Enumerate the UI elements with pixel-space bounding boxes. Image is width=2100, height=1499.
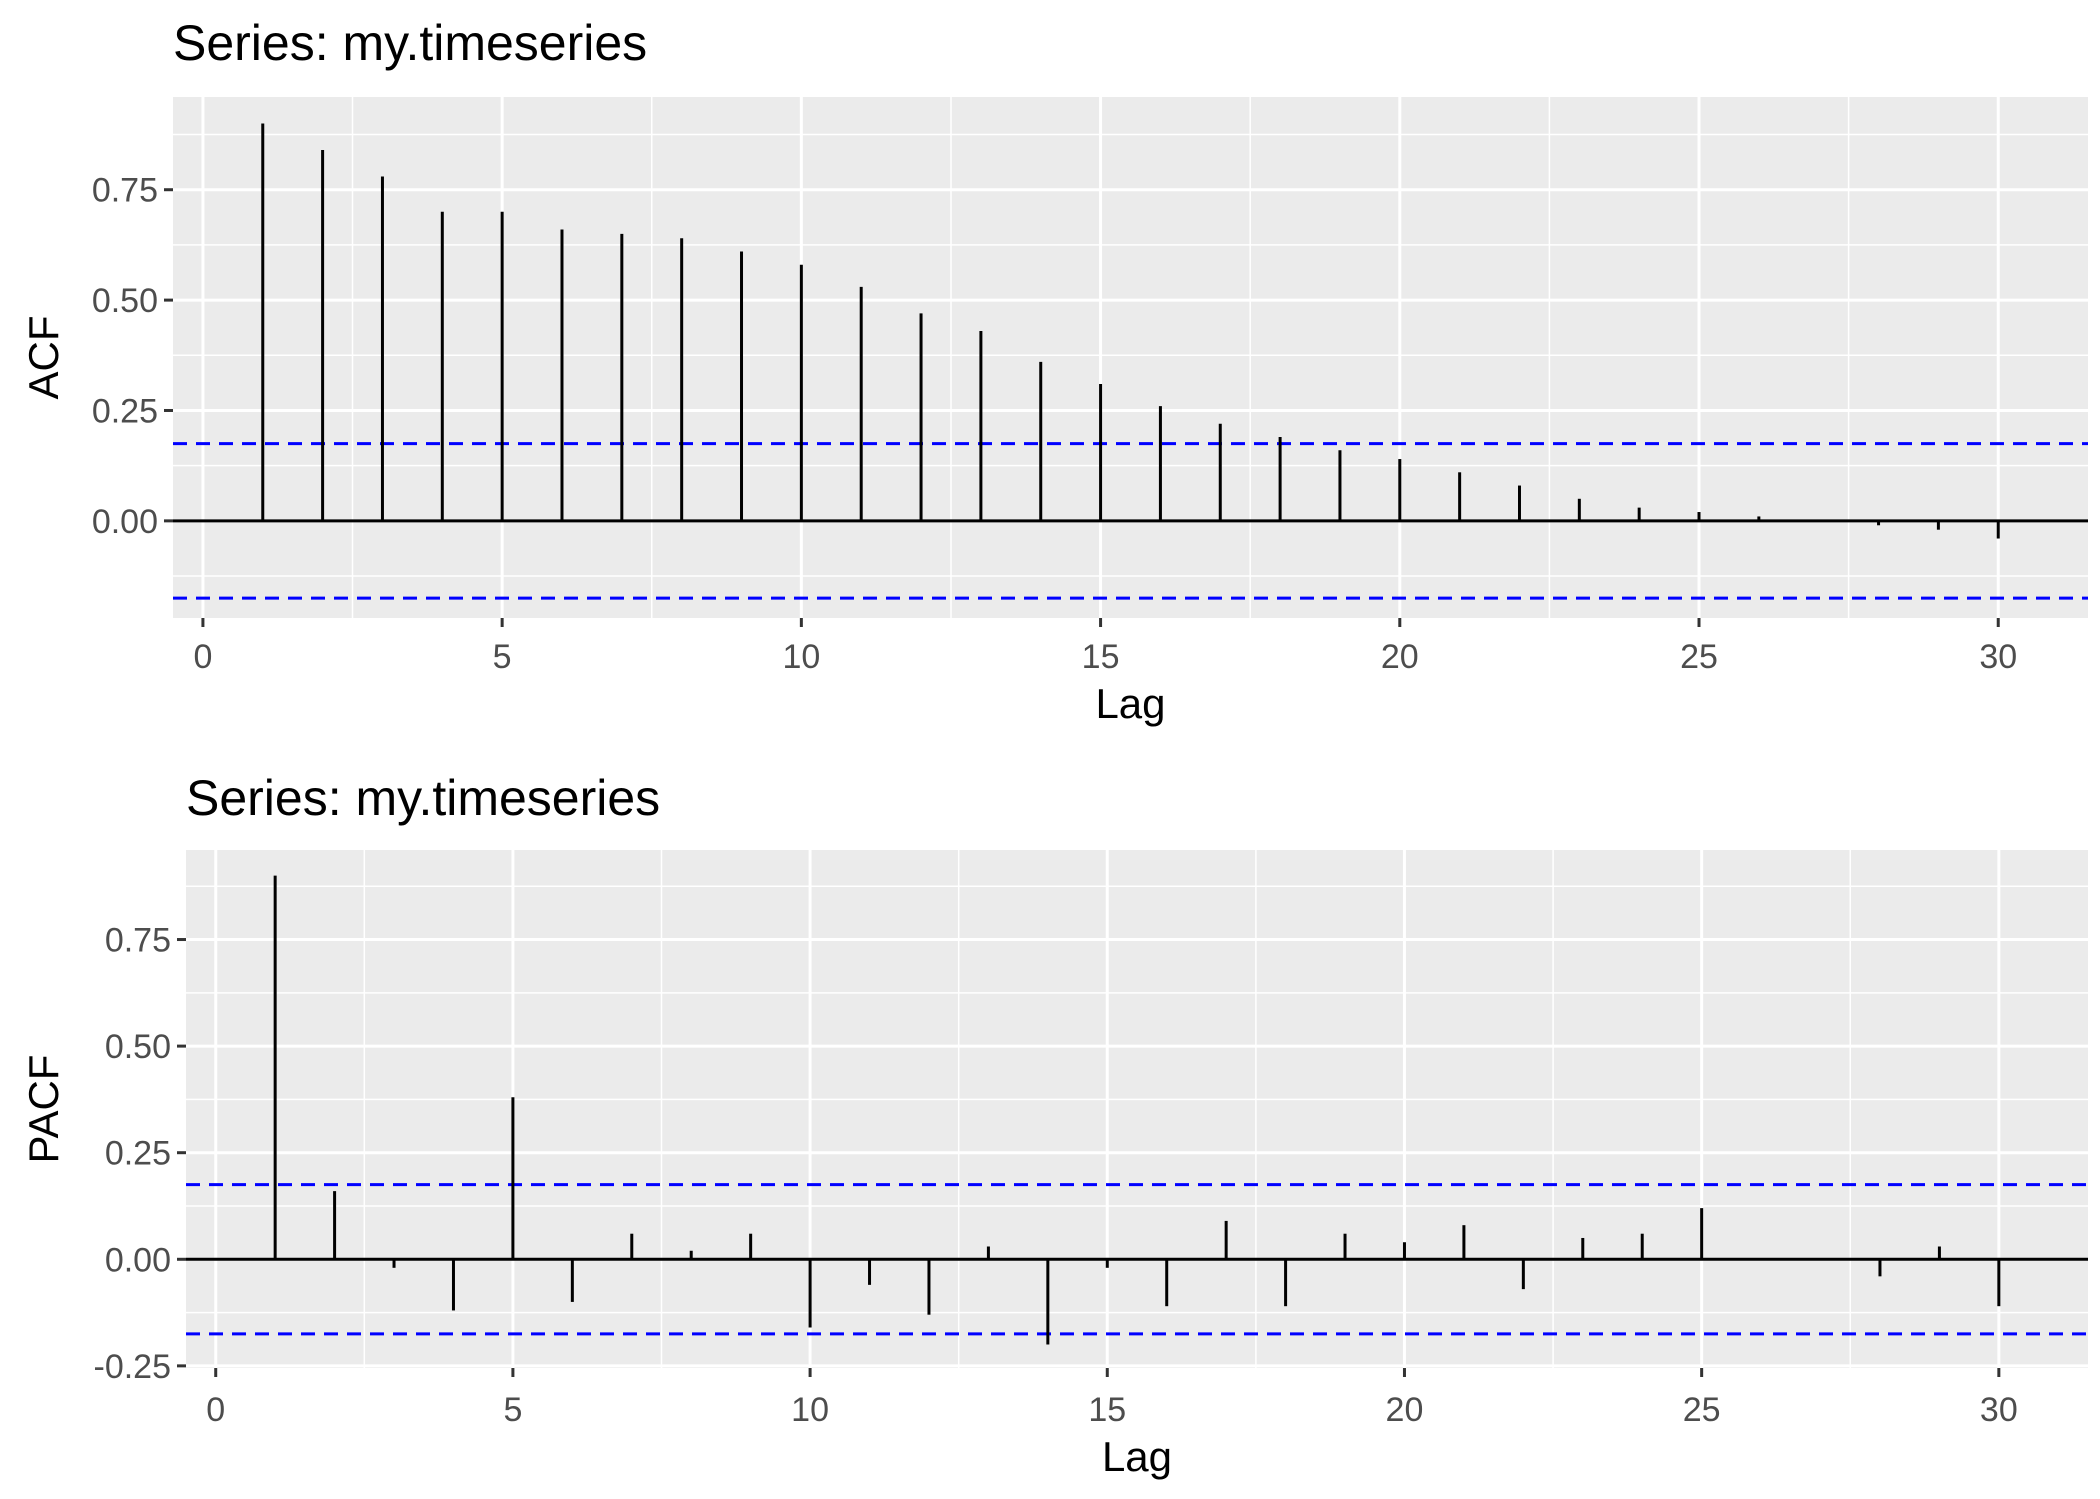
acf-x-tick-label: 20 [1381,638,1419,676]
acf-y-tick-label: 0.75 [92,172,158,210]
acf-y-axis-title: ACF [20,316,67,400]
acf-x-tick-label: 30 [1979,638,2017,676]
pacf-panel-background [186,850,2088,1368]
acf-chart: 0.00 0.25 0.50 0.75 0 5 10 15 20 25 30 Series: my.t… [20,15,2088,727]
acf-x-tick-label: 25 [1680,638,1718,676]
acf-y-tick-label: 0.50 [92,282,158,320]
acf-x-tick-label: 10 [782,638,820,676]
pacf-y-tick-label: 0.75 [105,922,171,960]
acf-x-tick-label: 0 [193,638,212,676]
pacf-y-tick-label: -0.25 [94,1348,172,1386]
acf-x-tick-label: 5 [493,638,512,676]
acf-chart-title: Series: my.timeseries [173,15,647,71]
acf-x-axis-title: Lag [1095,680,1165,727]
pacf-x-tick-label: 25 [1683,1391,1721,1429]
acf-x-tick-label: 15 [1082,638,1120,676]
pacf-x-tick-label: 15 [1088,1391,1126,1429]
pacf-y-tick-label: 0.00 [105,1241,171,1279]
pacf-chart-title: Series: my.timeseries [186,770,660,826]
pacf-x-tick-label: 20 [1386,1391,1424,1429]
pacf-x-axis-title: Lag [1102,1433,1172,1480]
pacf-x-tick-label: 5 [503,1391,522,1429]
pacf-chart: -0.25 0.00 0.25 0.50 0.75 0 5 10 15 20 25 30 Series:… [20,770,2088,1480]
pacf-x-tick-label: 10 [791,1391,829,1429]
pacf-y-tick-label: 0.25 [105,1135,171,1173]
pacf-y-axis-title: PACF [20,1055,67,1164]
pacf-y-tick-label: 0.50 [105,1028,171,1066]
pacf-x-tick-label: 30 [1980,1391,2018,1429]
acf-y-tick-label: 0.25 [92,392,158,430]
acf-panel-background [173,97,2088,618]
acf-y-tick-label: 0.00 [92,503,158,541]
pacf-x-tick-label: 0 [206,1391,225,1429]
